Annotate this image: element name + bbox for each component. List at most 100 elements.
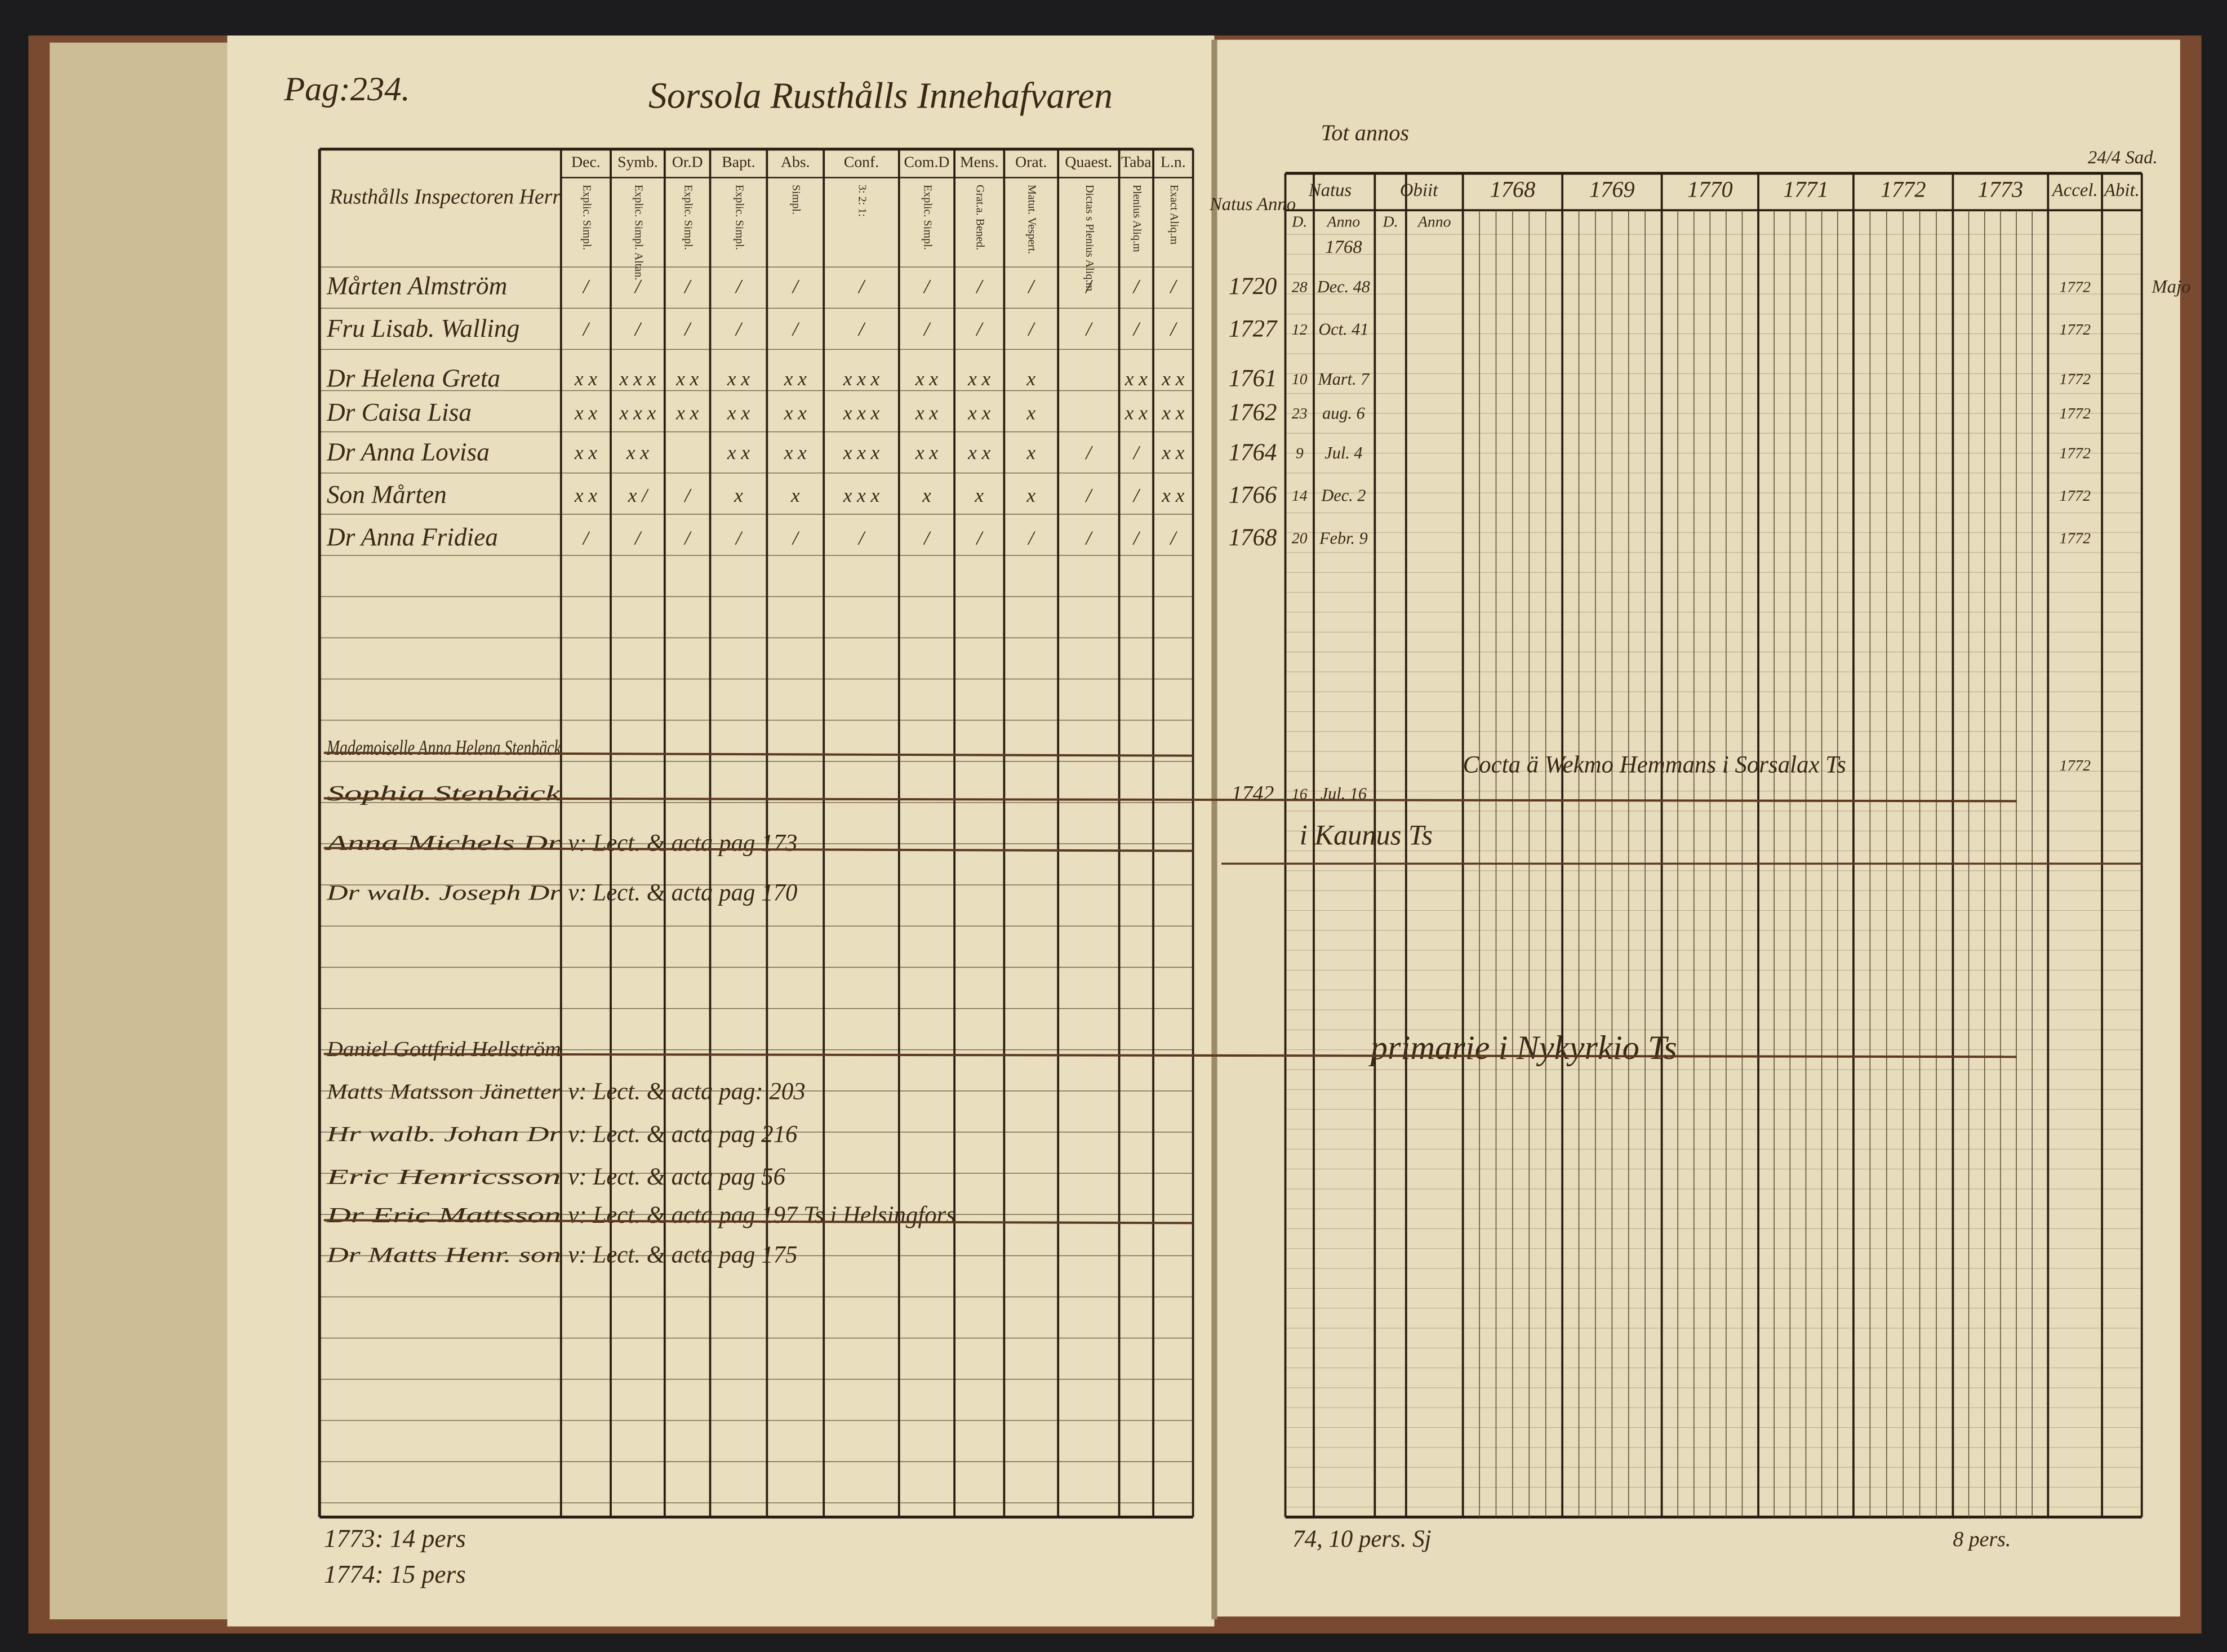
mark: x x [574,368,597,390]
column-subheader: Explic. Simpl. [921,185,934,250]
column-subheader: Anno [1417,212,1451,230]
mark: / [1084,275,1093,297]
accession-year: 1772 [2060,278,2091,295]
mark: / [1027,527,1035,549]
mark: x x [727,402,750,424]
former-note: v: Lect. & acta pag 56 [568,1164,785,1190]
column-subheader: D. [1383,212,1398,230]
former-note: v: Lect. & acta pag 197 Ts i Helsingfors [568,1202,955,1228]
column-header: Abs. [781,153,810,170]
tables: Rusthålls Inspectoren Herr Dec. Explic. Si… [318,148,2191,1588]
column-subheader: D. [1291,212,1307,230]
column-header: Obiit [1400,180,1438,201]
mark: x x [626,442,649,464]
mark: / [735,318,743,340]
birth-year: 1764 [1229,439,1277,466]
accession-year: 1772 [2060,756,2091,774]
first-date: 1768 [1325,237,1362,257]
birth-year: 1742 [1232,782,1274,805]
mark: x x [967,368,990,390]
accession-year: 1772 [2060,529,2091,547]
mark: / [582,318,590,340]
birth-year: 1761 [1229,366,1277,392]
former-resident: Daniel Gottfrid Hellström [326,1037,561,1061]
mark: x [1026,442,1035,464]
mark: / [923,275,931,297]
mark: / [857,318,866,340]
mark: / [857,275,866,297]
footer-count: 1773: 14 pers [324,1525,466,1553]
mark: / [634,318,642,340]
birth-year: 1762 [1229,399,1277,426]
mark: / [1084,527,1093,549]
column-header: Taba [1121,153,1151,170]
title: Sorsola Rusthålls Innehafvaren [648,76,1113,117]
column-subheader: Explic. Simpl. [682,185,695,250]
column-subheader: Explic. Simpl. [733,185,745,250]
rule [323,847,1193,852]
left-page [227,35,1215,1627]
birth-date: aug. 6 [1322,403,1365,422]
column-subheader: Matut. Vespert. [1026,185,1038,254]
column-header: Conf. [844,153,879,170]
former-resident: Mademoiselle Anna Helena Stenbäck [326,736,562,760]
mark: / [1132,318,1141,340]
mark: x x [727,442,750,464]
column-header: Orat. [1015,153,1047,170]
former-note: v: Lect. & acta pag 173 [568,830,797,856]
column-subheader: Anno [1326,212,1361,230]
column-subheader: Explic. Simpl. [580,185,593,250]
former-note: v: Lect. & acta pag 175 [568,1242,797,1268]
mark: / [1084,318,1093,340]
mark: x x x [843,368,880,390]
mark: x x x [843,484,880,506]
mark: x [1026,402,1035,424]
mark: x x [784,368,807,390]
mark: / [923,527,931,549]
mark: / [1027,275,1035,297]
rule [323,751,1193,757]
birth-date: Mart. 7 [1318,369,1371,389]
birth-year: 1766 [1229,482,1277,509]
former-resident: Anna Michels Dr [324,831,561,855]
former-resident: Matts Matsson Jänetter [326,1080,561,1104]
mark: / [683,318,692,340]
mark: x x [1161,484,1184,506]
birth-year: 1720 [1229,273,1277,300]
rule [323,797,2017,803]
footer-count: 74, 10 pers. Sj [1292,1526,1431,1552]
column-header: Natus [1308,180,1352,201]
mark: x x [574,484,597,506]
mark: / [1132,442,1141,464]
mark: / [792,318,800,340]
mark: / [1132,275,1141,297]
former-note: v: Lect. & acta pag: 203 [568,1079,805,1105]
column-header: Accel. [2051,180,2098,201]
column-subheader: 3: 2: 1: [856,185,868,217]
birth-day: 14 [1292,487,1308,504]
mark: / [683,275,692,297]
mark: / [735,527,743,549]
birth-day: 23 [1292,404,1308,422]
column-header: Symb. [617,153,658,170]
footer-count: 1774: 15 pers [324,1560,466,1588]
former-note: Cocta ä Wekmo Hemmans i Sorsalax Ts [1463,752,1846,778]
mark: / [683,527,692,549]
birth-date: Jul. 4 [1324,443,1362,462]
mark: x x [574,402,597,424]
mark: / [1084,442,1093,464]
mark: x x [727,368,750,390]
natus-anno-header: Natus Anno [1209,194,1296,215]
mark: x / [628,484,649,506]
top-note: Tot annos [1321,120,1410,145]
rule [323,1219,1193,1224]
mark: / [975,318,984,340]
mark: / [735,275,743,297]
page-number: Pag:234. [283,70,410,108]
moved-note: i Kaunus Ts [1300,820,1433,851]
mark: x x [1124,402,1148,424]
mark: / [582,275,590,297]
accession-year: 1772 [2060,370,2091,388]
accession-year: 1772 [2060,444,2091,461]
mark: x x x [619,402,656,424]
